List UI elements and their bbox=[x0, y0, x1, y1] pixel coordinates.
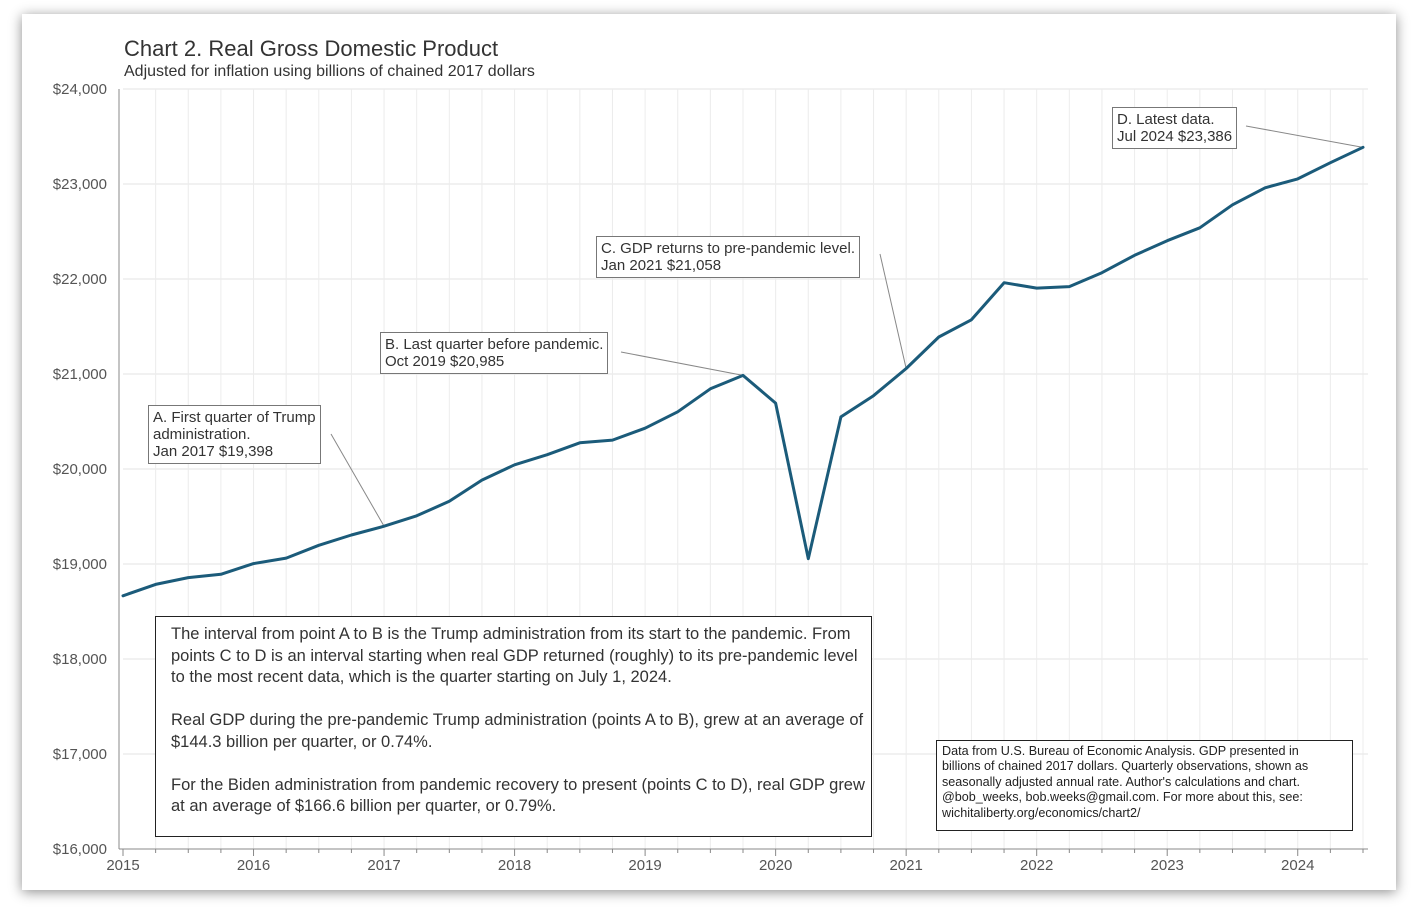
x-tick-label: 2024 bbox=[1281, 857, 1314, 874]
annotation-b-line-1: B. Last quarter before pandemic. bbox=[385, 336, 604, 353]
x-tick-label: 2020 bbox=[759, 857, 792, 874]
annotation-b-line-2: Oct 2019 $20,985 bbox=[385, 353, 505, 370]
y-tick-label: $18,000 bbox=[53, 651, 107, 668]
annotation-a-line-1: A. First quarter of Trump bbox=[153, 409, 316, 426]
source-line-5: wichitaliberty.org/economics/chart2/ bbox=[942, 805, 1141, 820]
x-axis-ticks: 2015 2016 2017 2018 2019 2020 2021 2022 2023 2024 bbox=[106, 849, 1364, 874]
source-line-2: billions of chained 2017 dollars. Quarte… bbox=[942, 759, 1309, 774]
x-tick-label: 2018 bbox=[498, 857, 531, 874]
chart-subtitle: Adjusted for inflation using billions of… bbox=[124, 63, 535, 80]
x-tick-label: 2021 bbox=[889, 857, 922, 874]
gdp-series-line bbox=[121, 145, 1365, 598]
annotation-d-leader bbox=[1245, 125, 1364, 148]
x-tick-label: 2016 bbox=[237, 857, 270, 874]
annotation-c: C. GDP returns to pre-pandemic level. Ja… bbox=[596, 236, 860, 278]
notes-paragraph-1: The interval from point A to B is the Tr… bbox=[171, 625, 858, 686]
annotation-a-line-3: Jan 2017 $19,398 bbox=[153, 443, 274, 460]
source-line-1: Data from U.S. Bureau of Economic Analys… bbox=[942, 744, 1299, 758]
annotation-a: A. First quarter of Trump administration… bbox=[148, 405, 321, 464]
annotation-b-leader bbox=[620, 351, 744, 376]
y-tick-label: $22,000 bbox=[53, 271, 107, 288]
annotation-leader-lines bbox=[330, 125, 1364, 527]
source-line-4: @bob_weeks, bob.weeks@gmail.com. For mor… bbox=[942, 790, 1303, 805]
y-tick-label: $20,000 bbox=[53, 461, 107, 478]
y-tick-label: $24,000 bbox=[53, 81, 107, 98]
annotation-c-line-2: Jan 2021 $21,058 bbox=[601, 257, 722, 274]
y-axis-ticks: $16,000 $17,000 $18,000 $19,000 $20,000 $21,0… bbox=[53, 81, 107, 858]
annotation-d-line-1: D. Latest data. bbox=[1117, 111, 1215, 128]
y-tick-label: $16,000 bbox=[53, 841, 107, 858]
y-tick-label: $21,000 bbox=[53, 366, 107, 383]
annotation-c-leader bbox=[879, 253, 907, 369]
x-tick-label: 2017 bbox=[367, 857, 400, 874]
annotation-a-leader bbox=[330, 433, 385, 527]
y-tick-label: $19,000 bbox=[53, 556, 107, 573]
notes-paragraph-3: For the Biden administration from pandem… bbox=[171, 775, 865, 816]
y-tick-label: $17,000 bbox=[53, 746, 107, 763]
x-tick-label: 2022 bbox=[1020, 857, 1053, 874]
series-group bbox=[121, 145, 1365, 598]
y-tick-label: $23,000 bbox=[53, 176, 107, 193]
notes-box: The interval from point A to B is the Tr… bbox=[155, 616, 872, 837]
annotation-d: D. Latest data. Jul 2024 $23,386 bbox=[1112, 107, 1238, 149]
annotation-b: B. Last quarter before pandemic. Oct 201… bbox=[380, 332, 609, 374]
annotation-d-line-2: Jul 2024 $23,386 bbox=[1117, 128, 1233, 145]
source-box: Data from U.S. Bureau of Economic Analys… bbox=[936, 740, 1353, 831]
x-tick-label: 2023 bbox=[1151, 857, 1184, 874]
x-tick-label: 2019 bbox=[628, 857, 661, 874]
source-line-3: seasonally adjusted annual rate. Author'… bbox=[942, 774, 1301, 789]
notes-paragraph-2: Real GDP during the pre-pandemic Trump a… bbox=[171, 711, 864, 751]
annotation-c-line-1: C. GDP returns to pre-pandemic level. bbox=[601, 240, 855, 257]
chart-title: Chart 2. Real Gross Domestic Product bbox=[124, 36, 499, 61]
x-tick-label: 2015 bbox=[106, 857, 139, 874]
annotation-a-line-2: administration. bbox=[153, 426, 251, 443]
